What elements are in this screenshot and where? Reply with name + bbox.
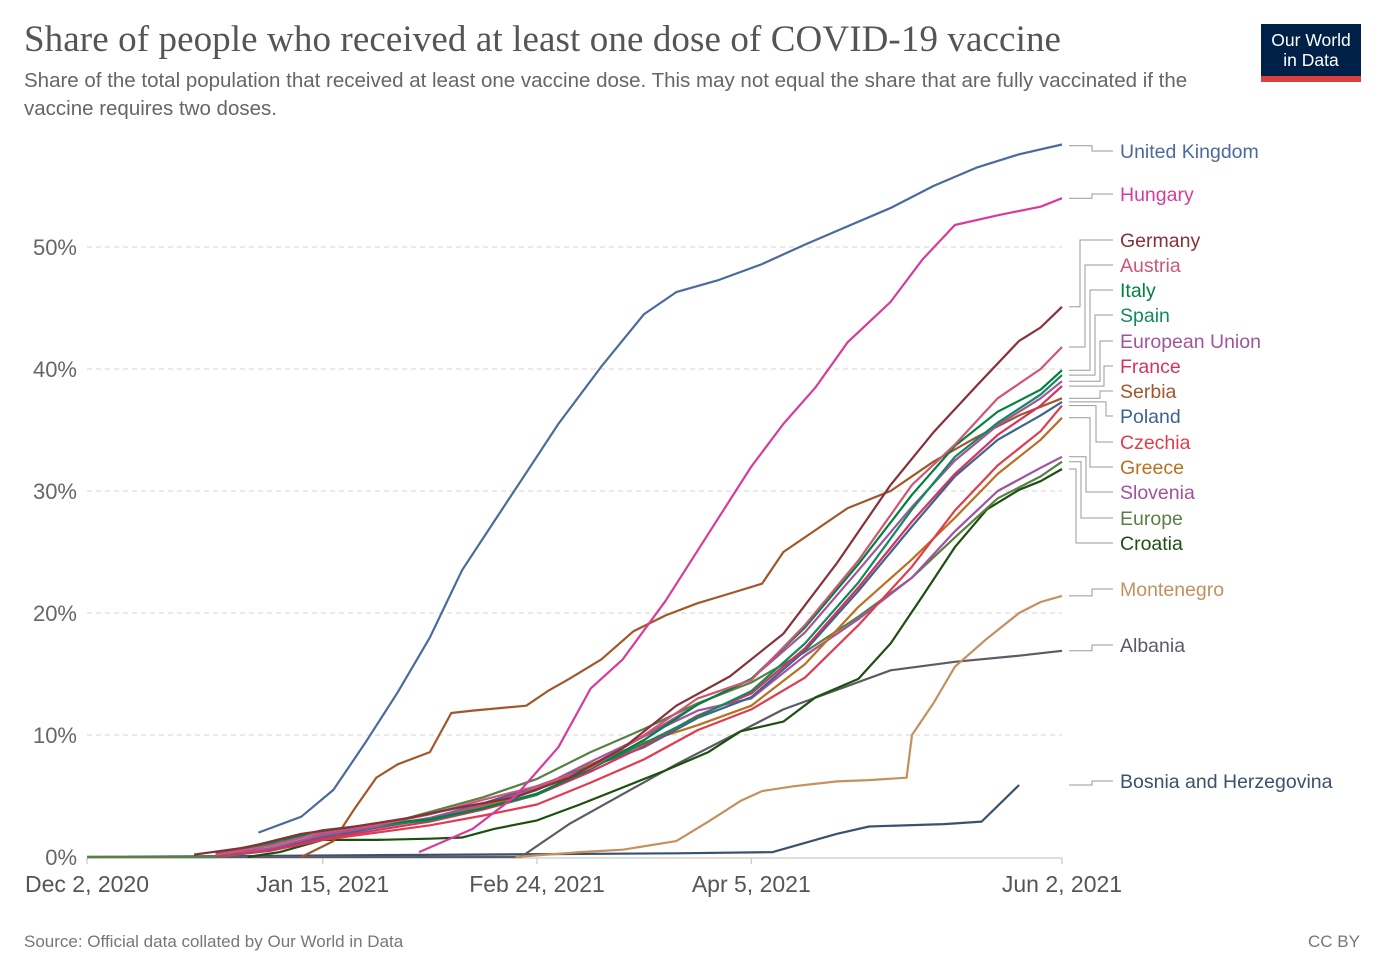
legend-label-italy[interactable]: Italy (1120, 280, 1156, 302)
legend-label-hungary[interactable]: Hungary (1120, 184, 1194, 206)
legend-label-europe[interactable]: Europe (1120, 508, 1183, 530)
legend-label-czechia[interactable]: Czechia (1120, 432, 1191, 454)
y-tick-label: 50% (33, 235, 77, 260)
legend-connector (1069, 365, 1113, 387)
legend-label-serbia[interactable]: Serbia (1120, 381, 1177, 403)
series-line-croatia[interactable] (247, 468, 1063, 859)
legend-connector (1069, 314, 1113, 376)
legend-label-european-union[interactable]: European Union (1120, 331, 1261, 353)
legend-label-greece[interactable]: Greece (1120, 457, 1184, 479)
gridlines (87, 246, 1062, 736)
legend-connectors (1069, 145, 1113, 786)
logo-line-2: in Data (1283, 50, 1339, 70)
legend-connector (1069, 264, 1113, 348)
legend-label-france[interactable]: France (1120, 356, 1181, 378)
legend-connector (1069, 401, 1113, 417)
series-line-poland[interactable] (215, 400, 1063, 857)
legend-label-spain[interactable]: Spain (1120, 305, 1170, 327)
chart-subtitle: Share of the total population that recei… (24, 69, 1188, 120)
x-tick-label: Jan 15, 2021 (256, 871, 389, 897)
legend-labels: United Kingdom Hungary Germany Austria Italy… (1120, 141, 1333, 793)
logo-line-1: Our World (1271, 30, 1351, 50)
legend-connector (1069, 644, 1113, 652)
legend-label-slovenia[interactable]: Slovenia (1120, 482, 1195, 504)
legend-label-poland[interactable]: Poland (1120, 406, 1181, 428)
y-tick-label: 0% (45, 845, 77, 870)
x-axis: Dec 2, 2020 Jan 15, 2021 Feb 24, 2021 Apr 5… (25, 857, 1122, 897)
legend-connector (1069, 145, 1113, 152)
legend-connector (1069, 239, 1113, 308)
series-line-united-kingdom[interactable] (258, 143, 1063, 834)
legend-connector (1069, 289, 1113, 371)
legend-label-germany[interactable]: Germany (1120, 230, 1200, 252)
legend-connector (1069, 588, 1113, 597)
legend-label-austria[interactable]: Austria (1120, 255, 1181, 277)
owid-logo[interactable]: Our World in Data (1261, 24, 1361, 82)
license-link[interactable]: CC BY (1308, 932, 1360, 951)
series-line-czechia[interactable] (215, 404, 1063, 857)
series-line-bosnia-and-herzegovina[interactable] (86, 784, 1020, 859)
series-line-serbia[interactable] (300, 397, 1063, 858)
series-line-montenegro[interactable] (515, 594, 1063, 859)
x-tick-label: Jun 2, 2021 (1002, 871, 1122, 897)
x-tick-label: Feb 24, 2021 (469, 871, 605, 897)
y-tick-label: 40% (33, 357, 77, 382)
y-tick-label: 10% (33, 723, 77, 748)
source-note: Source: Official data collated by Our Wo… (24, 932, 404, 951)
series-line-hungary[interactable] (418, 197, 1063, 854)
legend-connector (1069, 390, 1113, 399)
series-line-germany[interactable] (193, 306, 1063, 856)
legend-label-united-kingdom[interactable]: United Kingdom (1120, 141, 1259, 163)
legend-connector (1069, 417, 1113, 468)
series-lines (86, 143, 1063, 859)
legend-connector (1069, 456, 1113, 493)
y-axis-ticks: 0% 10% 20% 30% 40% 50% (33, 235, 77, 870)
x-tick-label: Apr 5, 2021 (692, 871, 811, 897)
legend-label-albania[interactable]: Albania (1120, 635, 1185, 657)
legend-connector (1069, 193, 1113, 199)
series-line-slovenia[interactable] (220, 455, 1063, 855)
legend-connector (1069, 340, 1113, 382)
y-tick-label: 20% (33, 601, 77, 626)
legend-label-bosnia-and-herzegovina[interactable]: Bosnia and Herzegovina (1120, 771, 1333, 793)
legend-connector (1069, 780, 1113, 786)
legend-connector (1069, 461, 1113, 519)
y-tick-label: 30% (33, 479, 77, 504)
legend-label-montenegro[interactable]: Montenegro (1120, 579, 1224, 601)
legend-connector (1069, 468, 1113, 544)
series-line-albania[interactable] (87, 649, 1063, 859)
series-line-austria[interactable] (215, 346, 1063, 856)
x-tick-label: Dec 2, 2020 (25, 871, 149, 897)
legend-label-croatia[interactable]: Croatia (1120, 533, 1183, 555)
logo-accent-bar (1261, 76, 1361, 82)
legend-connector (1069, 405, 1113, 443)
series-line-european-union[interactable] (215, 380, 1063, 856)
chart-title: Share of people who received at least on… (24, 19, 1062, 60)
